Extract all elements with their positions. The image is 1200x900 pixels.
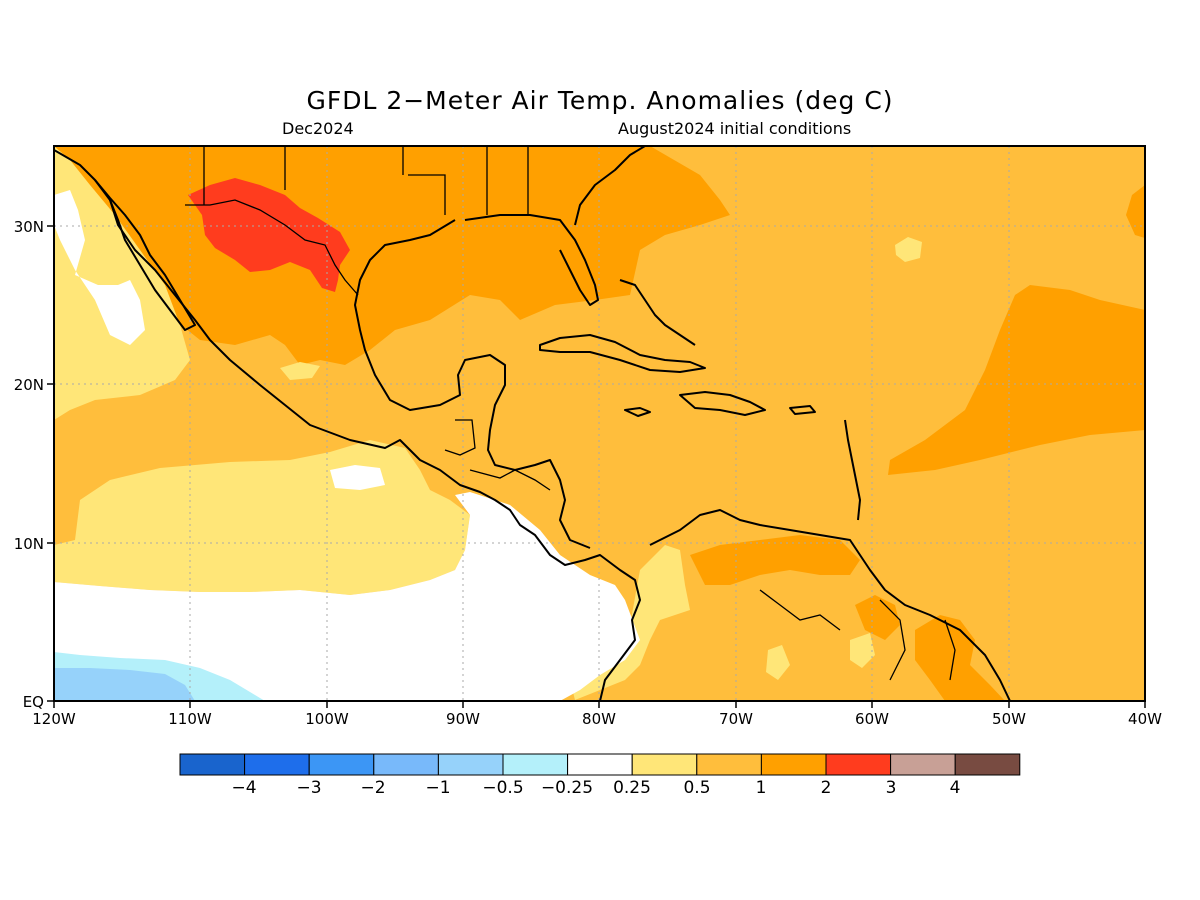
us-east-coast [574,146,646,226]
anomaly-field [54,146,1145,701]
colorbar-swatch [631,753,698,776]
colorbar-label: −3 [296,778,321,798]
colorbar-label: 0.5 [683,778,710,798]
contour-1-2-guiana [855,595,1005,701]
jamaica [624,407,651,417]
gulf-coast [354,219,591,549]
colorbar-swatch [308,753,375,776]
colorbar-swatch [696,753,762,776]
lat-label-30n: 30N [14,218,44,236]
south-america-north [649,509,1011,701]
lon-label-80w: 80W [582,710,616,728]
lon-label-60w: 60W [855,710,889,728]
contour-neutral-south [54,492,640,701]
contour-1-2-venezuela [690,535,860,585]
lat-label-eq: EQ [23,693,44,711]
colorbar-swatch [179,753,246,776]
contour-neutral-bay [330,465,385,490]
lon-label-100w: 100W [305,710,349,728]
florida [464,214,599,306]
baja-california [94,179,196,331]
colorbar-swatch [437,753,504,776]
colorbar-label: −4 [231,778,256,798]
lat-labels: 30N 20N 10N EQ [14,218,44,711]
contour-0.25-0.5-west [54,146,190,420]
colorbar-label: 1 [756,778,767,798]
colorbar-label: 2 [821,778,832,798]
lon-labels: 120W 110W 100W 90W 80W 70W 60W 50W 40W [32,710,1162,728]
colorbar-swatch [825,753,892,776]
hispaniola [679,391,766,416]
contour-2-3 [188,178,350,292]
initial-conditions-label: August2024 initial conditions [618,119,852,138]
colorbar-label: 4 [950,778,961,798]
coastlines [54,146,1011,701]
colorbar-label: −0.5 [482,778,523,798]
gridlines [54,146,1145,701]
lat-label-10n: 10N [14,535,44,553]
colorbar-swatch [890,753,956,776]
lon-label-40w: 40W [1128,710,1162,728]
lat-label-20n: 20N [14,376,44,394]
lesser-antilles [844,419,861,521]
colorbar-labels: −4 −3 −2 −1 −0.5 −0.25 0.25 0.5 1 2 3 4 [231,778,960,798]
colorbar-swatch [502,753,569,776]
contour-1-2-atlantic [888,285,1145,475]
contour-1-2-atlantic-edge [1126,185,1145,238]
colorbar-label: −1 [425,778,450,798]
colorbar-label: −2 [360,778,385,798]
lon-label-120w: 120W [32,710,76,728]
colorbar-swatch [760,753,827,776]
axis-ticks [47,225,1146,708]
bahamas [619,279,696,346]
lon-label-50w: 50W [992,710,1026,728]
lon-label-110w: 110W [168,710,212,728]
political-borders [185,146,956,681]
map-title: GFDL 2−Meter Air Temp. Anomalies (deg C) [306,86,894,115]
contour-neg-0.5 [54,668,195,701]
lon-label-90w: 90W [446,710,480,728]
colorbar-swatch [567,753,633,776]
cuba [539,334,706,373]
pacific-mexico-coast [54,149,641,701]
lon-label-70w: 70W [719,710,753,728]
colorbar-swatch [954,753,1021,776]
contour-neutral-north [54,190,145,345]
colorbar-label: 0.25 [613,778,651,798]
puerto-rico [789,405,816,415]
colorbar-label: 3 [886,778,897,798]
colorbar-swatch [373,753,439,776]
colorbar-label: −0.25 [541,778,593,798]
colorbar-swatch [244,753,310,776]
forecast-month: Dec2024 [282,119,354,138]
colorbar [179,753,1021,776]
